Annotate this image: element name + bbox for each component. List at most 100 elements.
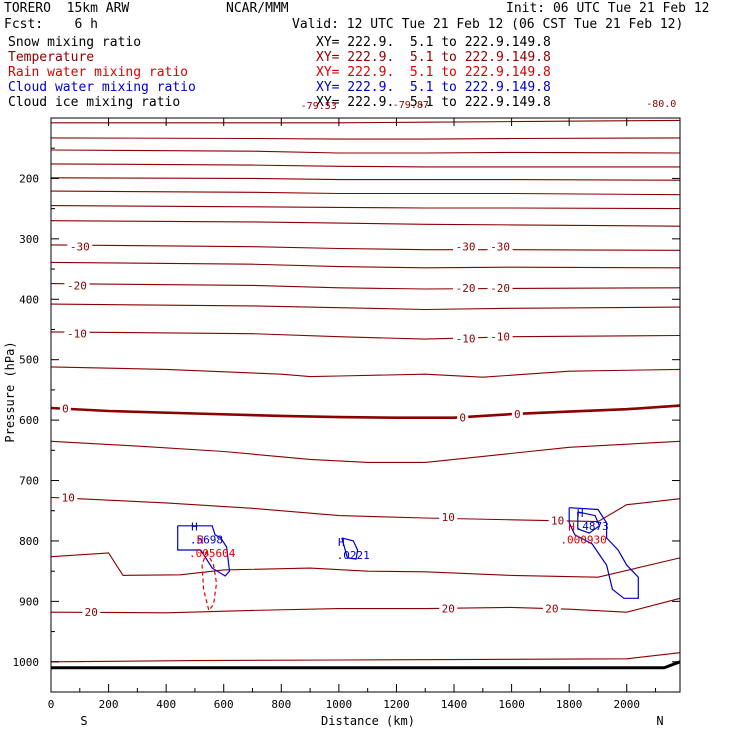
isotherm-0 [50, 404, 681, 419]
x-tick-label-200: 200 [99, 698, 119, 711]
y-tick-label-1000: 1000 [13, 656, 40, 669]
x-tick-label-1600: 1600 [498, 698, 525, 711]
legend-rain-xy: XY= 222.9. 5.1 to 222.9.149.8 [316, 65, 551, 80]
isotherm-label-bg-3 [64, 279, 90, 292]
isotherm-label-bg-9 [59, 402, 71, 415]
rain-water-contour-0 [201, 550, 218, 612]
isotherm-minus35 [50, 220, 681, 227]
y-tick-label-300: 300 [19, 233, 39, 246]
isotherm-label-9: 0 [62, 403, 69, 416]
legend-temperature-label: Temperature [8, 50, 95, 65]
isotherm-minus60 [50, 149, 681, 154]
maximum-marker-3: H [577, 507, 584, 520]
isotherm-label-bg-4 [453, 281, 479, 294]
isotherm-5 [50, 440, 681, 463]
x-left-endpoint: S [80, 714, 87, 728]
isotherm-label-15: 20 [85, 606, 98, 619]
x-axis-title: Distance (km) [321, 714, 415, 728]
isotherm-label-bg-10 [457, 411, 469, 424]
x-tick-label-2000: 2000 [613, 698, 640, 711]
maximum-marker-0: H [191, 521, 198, 534]
y-tick-label-800: 800 [19, 535, 39, 548]
isotherm-minus30 [50, 244, 681, 251]
isotherm-10 [50, 496, 681, 523]
ground-surface-line [51, 660, 681, 670]
isotherm-label-6: -10 [67, 328, 87, 341]
legend-cloud-ice-xy: XY= 222.9. 5.1 to 222.9.149.8 [316, 95, 551, 110]
maximum-marker-2: H [338, 536, 345, 549]
isotherm-label-bg-6 [64, 327, 90, 340]
legend-cloud-water-label: Cloud water mixing ratio [8, 80, 196, 95]
isotherm-minus45 [50, 190, 681, 196]
isotherm-minus20 [50, 283, 681, 290]
plot-frame [50, 117, 681, 693]
isotherm-label-bg-14 [548, 514, 567, 527]
isotherm-label-bg-15 [82, 606, 101, 619]
y-tick-label-400: 400 [19, 293, 39, 306]
isotherm-25 [50, 652, 681, 663]
plot-header: TORERO 15km ARW NCAR/MMM Init: 06 UTC Tu… [0, 0, 740, 120]
isotherm-minus25 [50, 261, 681, 269]
maximum-value-0: .5698 [190, 534, 223, 547]
isotherm-20 [50, 597, 681, 614]
isotherm-label-7: -10 [456, 333, 476, 346]
isotherm-minus55 [50, 163, 680, 168]
isotherm-label-11: 0 [514, 408, 521, 421]
legend-cloud-ice-label: Cloud ice mixing ratio [8, 95, 181, 110]
top-value-label-0: -79.53 [301, 101, 337, 112]
cloud-water-contour-3 [577, 511, 601, 534]
isotherm-label-5: -20 [490, 282, 510, 295]
maximum-marker-1: H [197, 534, 204, 547]
legend-cloud-water-xy: XY= 222.9. 5.1 to 222.9.149.8 [316, 80, 551, 95]
forecast-hour: Fcst: 6 h [4, 17, 98, 32]
isotherm-minus10 [50, 331, 681, 340]
y-axis-title: Pressure (hPa) [3, 341, 17, 442]
isotherm-label-bg-17 [542, 602, 561, 615]
isotherm-label-16: 20 [442, 603, 455, 616]
x-right-endpoint: N [656, 714, 663, 728]
valid-time: Valid: 12 UTC Tue 21 Feb 12 (06 CST Tue … [292, 17, 684, 32]
axes-layer: 0 200 400 600 800 1000 1200 1400 1600 1800 2000200… [13, 118, 680, 711]
cloud-water-contour-2 [568, 507, 639, 599]
isotherm-label-12: 10 [62, 491, 75, 504]
y-tick-label-500: 500 [19, 354, 39, 367]
y-tick-label-200: 200 [19, 172, 39, 185]
isotherm-label-bg-8 [487, 330, 513, 343]
x-tick-label-1000: 1000 [326, 698, 353, 711]
isotherm-label-3: -20 [67, 279, 87, 292]
model-title: TORERO 15km ARW [4, 1, 130, 16]
isotherm-label-bg-13 [439, 510, 458, 523]
isotherm-label-13: 10 [442, 511, 455, 524]
x-tick-label-1200: 1200 [383, 698, 410, 711]
isotherm-label-bg-11 [511, 408, 523, 421]
isotherm-minus40 [50, 205, 681, 210]
isotherm-label-2: -30 [490, 241, 510, 254]
isotherm-minus50 [50, 177, 681, 181]
isotherm-minus5 [50, 366, 681, 378]
isotherm-minus70 [51, 119, 681, 124]
top-value-label-1: -79.87 [393, 100, 429, 111]
isotherm-minus65 [50, 137, 681, 140]
isotherm-label-bg-0 [67, 240, 93, 253]
isotherm-label-14: 10 [551, 514, 564, 527]
isotherm-15 [50, 552, 681, 578]
maximum-value-2: .0221 [337, 549, 370, 562]
isotherm-label-17: 20 [545, 603, 558, 616]
x-tick-label-600: 600 [214, 698, 234, 711]
isotherm-label-4: -20 [456, 282, 476, 295]
x-tick-label-1800: 1800 [556, 698, 583, 711]
init-time: Init: 06 UTC Tue 21 Feb 12 [506, 1, 710, 16]
isotherm-label-bg-1 [453, 240, 479, 253]
top-value-label-2: -80.0 [646, 99, 676, 110]
isotherm-label-bg-16 [439, 602, 458, 615]
isotherm-minus15 [50, 303, 681, 311]
isotherm-label-bg-5 [487, 281, 513, 294]
isotherm-label-8: -10 [490, 331, 510, 344]
contour-layer [50, 119, 681, 670]
cloud-water-contour-1 [341, 537, 359, 560]
maximum-value-3: .4873 [576, 520, 609, 533]
isotherm-label-0: -30 [70, 241, 90, 254]
x-tick-label-1400: 1400 [441, 698, 468, 711]
legend-snow-label: Snow mixing ratio [8, 35, 142, 50]
maximum-value-1: .005604 [189, 547, 236, 560]
